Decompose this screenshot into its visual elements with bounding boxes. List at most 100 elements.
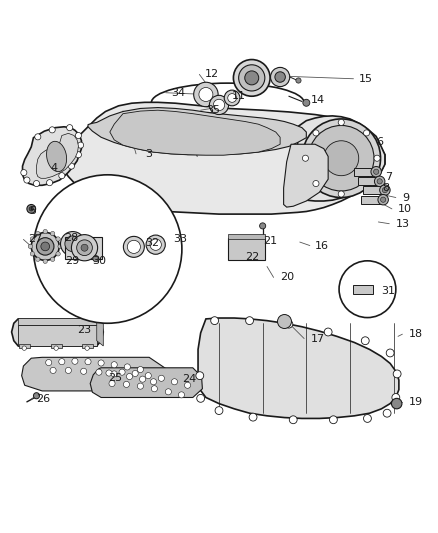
Text: 25: 25 [108, 373, 122, 383]
Circle shape [106, 370, 112, 376]
Polygon shape [297, 116, 385, 201]
Bar [363, 186, 384, 194]
Circle shape [329, 416, 337, 424]
Circle shape [21, 169, 27, 176]
Circle shape [65, 236, 81, 252]
Polygon shape [12, 319, 103, 346]
Text: 32: 32 [145, 238, 159, 248]
Polygon shape [62, 102, 385, 214]
Circle shape [209, 95, 229, 115]
Circle shape [246, 317, 254, 325]
Text: 13: 13 [396, 219, 410, 229]
Circle shape [196, 372, 204, 379]
Circle shape [377, 179, 382, 184]
Circle shape [124, 236, 145, 257]
Circle shape [378, 195, 389, 205]
Circle shape [111, 371, 117, 377]
Ellipse shape [46, 141, 67, 172]
Circle shape [67, 125, 73, 131]
Circle shape [49, 127, 55, 133]
Text: 22: 22 [245, 252, 259, 262]
Circle shape [228, 94, 237, 102]
Circle shape [324, 328, 332, 336]
Text: 7: 7 [385, 172, 392, 182]
Circle shape [85, 346, 89, 350]
Circle shape [59, 173, 65, 179]
Circle shape [33, 393, 39, 399]
Circle shape [54, 346, 58, 350]
Circle shape [158, 375, 164, 381]
Circle shape [30, 237, 35, 241]
Circle shape [132, 370, 138, 376]
Circle shape [81, 368, 87, 374]
Bar [82, 344, 93, 348]
Text: 30: 30 [92, 256, 106, 266]
Circle shape [215, 407, 223, 415]
Circle shape [386, 349, 394, 357]
Circle shape [31, 232, 59, 261]
Circle shape [124, 381, 130, 387]
Text: 3: 3 [145, 149, 152, 159]
Circle shape [60, 231, 85, 256]
Circle shape [35, 134, 41, 140]
Circle shape [245, 71, 259, 85]
Circle shape [211, 317, 219, 325]
Circle shape [371, 166, 381, 177]
Circle shape [36, 238, 54, 255]
Text: 26: 26 [36, 394, 51, 404]
Circle shape [35, 231, 40, 236]
Circle shape [392, 398, 402, 409]
Circle shape [72, 358, 78, 364]
Circle shape [127, 240, 141, 253]
Text: 6: 6 [376, 137, 383, 147]
Polygon shape [88, 108, 306, 155]
Circle shape [313, 181, 319, 187]
Text: 10: 10 [398, 204, 412, 214]
Circle shape [199, 87, 213, 101]
Circle shape [383, 409, 391, 417]
Circle shape [233, 60, 270, 96]
Circle shape [109, 381, 115, 386]
Polygon shape [110, 110, 280, 155]
Bar [358, 177, 379, 185]
Bar [228, 238, 265, 260]
Circle shape [303, 99, 310, 106]
Circle shape [46, 359, 52, 366]
Circle shape [374, 155, 380, 161]
Circle shape [308, 125, 374, 191]
Text: 15: 15 [359, 74, 373, 84]
Circle shape [33, 181, 39, 187]
Circle shape [339, 261, 396, 318]
Circle shape [30, 252, 35, 256]
Text: 14: 14 [311, 95, 325, 104]
Bar [19, 344, 30, 348]
Circle shape [138, 383, 144, 389]
Text: 24: 24 [182, 374, 196, 384]
Circle shape [24, 177, 30, 183]
Text: 29: 29 [65, 256, 80, 266]
Circle shape [302, 119, 381, 198]
Text: 21: 21 [263, 236, 277, 246]
Circle shape [213, 99, 225, 111]
Circle shape [93, 256, 99, 262]
Circle shape [150, 379, 156, 385]
Text: 23: 23 [77, 325, 91, 335]
Circle shape [382, 188, 388, 193]
Polygon shape [21, 357, 169, 391]
Circle shape [194, 82, 218, 107]
Circle shape [50, 231, 55, 236]
Circle shape [140, 376, 146, 382]
Text: 34: 34 [171, 88, 185, 98]
Circle shape [138, 367, 144, 373]
Circle shape [374, 169, 379, 174]
Circle shape [364, 415, 371, 422]
Circle shape [50, 257, 55, 262]
Polygon shape [90, 368, 202, 398]
Bar [354, 168, 375, 176]
Circle shape [313, 130, 319, 136]
Circle shape [392, 393, 400, 401]
Circle shape [46, 180, 53, 185]
Polygon shape [97, 319, 103, 346]
Circle shape [374, 176, 385, 187]
Text: 28: 28 [64, 233, 78, 243]
